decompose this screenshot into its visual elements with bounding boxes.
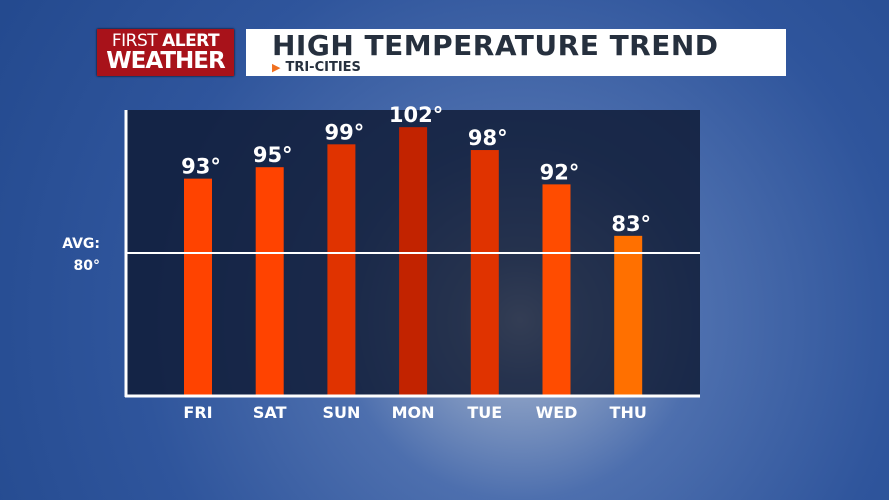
avg-label: AVG: [62, 236, 100, 252]
bar-wed [542, 184, 571, 396]
bar-fri [184, 178, 212, 396]
x-tick-label: FRI [183, 403, 212, 422]
bar-thu [614, 235, 643, 396]
x-tick-label: WED [536, 403, 578, 422]
bar-mon [399, 127, 428, 396]
chart-title: HIGH TEMPERATURE TREND [272, 29, 719, 62]
bar-sun [327, 144, 356, 396]
logo-text: WEATHER [106, 48, 225, 74]
chart-subtitle: ▶ TRI-CITIES [272, 60, 361, 75]
logo-text: FIRST [111, 31, 158, 51]
x-tick-label: SUN [322, 403, 360, 422]
bar-tue [470, 150, 499, 396]
title-box: HIGH TEMPERATURE TREND ▶ TRI-CITIES [246, 29, 786, 76]
x-tick-label: TUE [467, 403, 502, 422]
subtitle-text: TRI-CITIES [285, 60, 361, 75]
data-label: 99° [325, 120, 365, 144]
data-label: 95° [253, 143, 293, 167]
x-tick-label: THU [610, 403, 647, 422]
data-label: 102° [389, 103, 443, 127]
data-label: 93° [181, 155, 221, 179]
avg-value: 80° [74, 258, 100, 274]
bar-sat [255, 167, 284, 396]
logo-text: ALERT [162, 31, 220, 51]
x-tick-label: MON [392, 403, 435, 422]
data-label: 98° [468, 126, 508, 150]
x-tick-label: SAT [253, 403, 287, 422]
first-alert-weather-logo: FIRST ALERT WEATHER [97, 29, 234, 76]
data-label: 92° [540, 160, 580, 184]
data-label: 83° [611, 212, 651, 236]
triangle-icon: ▶ [272, 61, 281, 74]
